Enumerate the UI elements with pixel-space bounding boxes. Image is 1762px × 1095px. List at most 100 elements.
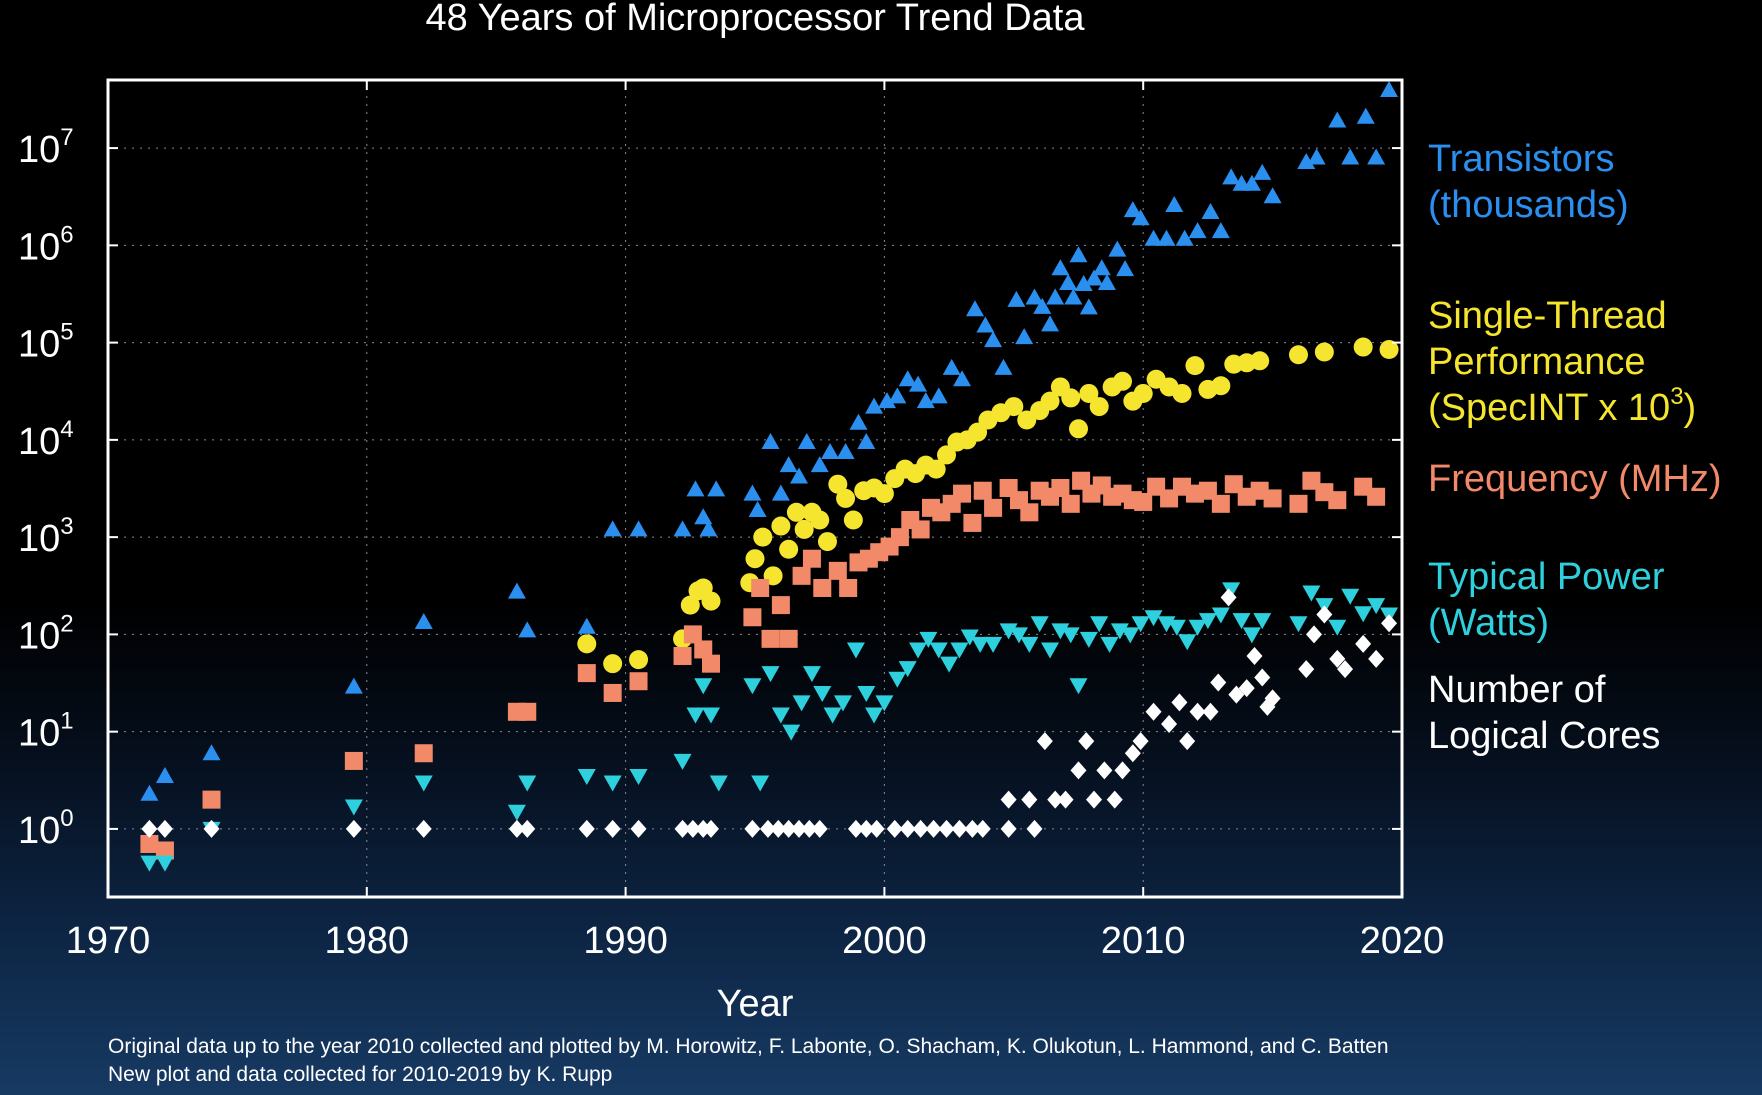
data-point (911, 520, 930, 539)
data-point (1061, 388, 1081, 408)
data-point (686, 707, 705, 724)
data-point (1079, 631, 1098, 648)
series-4-points (141, 588, 1398, 838)
data-point (1100, 636, 1119, 653)
data-point (629, 672, 648, 691)
data-point (744, 819, 761, 838)
data-points (140, 81, 1399, 872)
y-tick-base: 10 (18, 226, 60, 268)
data-point (857, 685, 876, 702)
data-point (1079, 383, 1099, 403)
data-point (1210, 673, 1227, 692)
data-point (1131, 616, 1150, 633)
x-tick-label: 2010 (1101, 920, 1186, 962)
data-point (1134, 492, 1153, 511)
data-point (888, 387, 907, 404)
data-point (771, 484, 790, 501)
data-point (1178, 634, 1197, 651)
data-point (823, 707, 842, 724)
data-point (1112, 371, 1132, 391)
data-point (1051, 623, 1070, 640)
data-point (1185, 356, 1205, 376)
data-point (1144, 229, 1163, 246)
data-point (828, 561, 847, 580)
data-point (874, 484, 894, 504)
y-tick-base: 10 (18, 615, 60, 657)
data-point (745, 549, 765, 569)
legend-label-text: Typical Power (1428, 556, 1665, 598)
data-point (1211, 376, 1231, 396)
data-point (1201, 203, 1220, 220)
data-point (1020, 503, 1039, 522)
data-point (1211, 607, 1230, 624)
data-point (929, 642, 948, 659)
legend-entry-0: Transistors(thousands) (1428, 138, 1629, 226)
data-point (1306, 625, 1323, 644)
data-point (674, 819, 691, 838)
data-point (811, 819, 828, 838)
legend-label-text: (Watts) (1428, 602, 1549, 644)
data-point (779, 456, 798, 473)
data-point (1144, 610, 1163, 627)
data-point (865, 397, 884, 414)
legend-label: Single-Thread (1428, 295, 1667, 337)
x-tick-label: 1990 (583, 920, 668, 962)
data-point (684, 819, 701, 838)
data-point (973, 481, 992, 500)
data-point (1040, 391, 1060, 411)
data-point (953, 370, 972, 387)
data-point (792, 566, 811, 585)
data-point (875, 695, 894, 712)
data-point (1025, 288, 1044, 305)
data-point (1110, 623, 1129, 640)
data-point (703, 819, 720, 838)
data-point (971, 636, 990, 653)
legend-label: Number of (1428, 669, 1606, 711)
data-point (919, 631, 938, 648)
data-point (629, 650, 649, 670)
data-point (1228, 685, 1245, 704)
data-point (1289, 494, 1308, 513)
y-tick-base: 10 (18, 421, 60, 463)
legend-tail: ) (1684, 387, 1697, 429)
data-point (1337, 660, 1354, 679)
data-point (802, 666, 821, 683)
data-point (1242, 627, 1261, 644)
legend-label-text: (SpecINT x 10 (1428, 387, 1670, 429)
data-point (344, 677, 363, 694)
data-point (1085, 269, 1104, 286)
data-point (1078, 732, 1095, 751)
data-point (1000, 819, 1017, 838)
data-point (1367, 598, 1386, 615)
data-point (761, 629, 780, 648)
y-tick-exponent: 4 (60, 416, 73, 443)
data-point (898, 661, 917, 678)
data-point (694, 640, 713, 659)
data-point (909, 642, 928, 659)
legend-label-text: Performance (1428, 341, 1646, 383)
data-point (916, 392, 935, 409)
data-point (1380, 81, 1399, 98)
data-point (925, 819, 942, 838)
data-point (1297, 152, 1316, 169)
data-point (1253, 163, 1272, 180)
data-point (1000, 790, 1017, 809)
data-point (1341, 588, 1360, 605)
data-point (886, 819, 903, 838)
data-point (155, 766, 174, 783)
data-point (629, 768, 648, 785)
x-axis-label: Year (717, 983, 794, 1025)
data-point (1051, 259, 1070, 276)
data-point (1030, 616, 1049, 633)
x-tick-label: 2000 (842, 920, 927, 962)
data-point (1367, 148, 1386, 165)
data-point (577, 664, 596, 683)
data-point (414, 744, 433, 763)
y-tick-base: 10 (18, 324, 60, 366)
data-point (976, 316, 995, 333)
data-point (155, 855, 174, 872)
data-point (1004, 397, 1024, 417)
legend-label: Performance (1428, 341, 1646, 383)
data-point (203, 819, 220, 838)
